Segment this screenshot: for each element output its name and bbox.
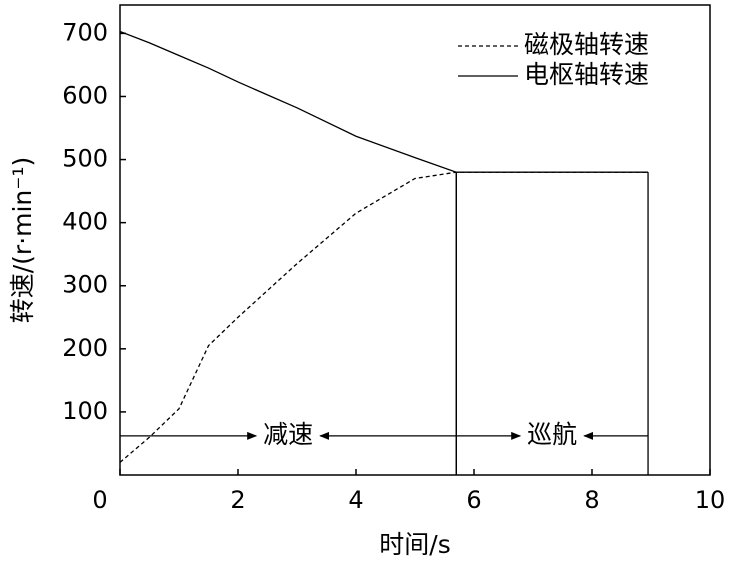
x-tick-label: 8	[584, 486, 599, 514]
x-tick-label: 2	[230, 486, 245, 514]
x-tick-label: 0	[92, 486, 107, 514]
y-tick-label: 500	[62, 145, 108, 173]
legend-label: 电枢轴转速	[524, 60, 649, 89]
phase-label: 巡航	[527, 420, 577, 449]
y-tick-label: 700	[62, 18, 108, 46]
legend-label: 磁极轴转速	[524, 30, 649, 59]
x-tick-label: 4	[348, 486, 363, 514]
series-line	[119, 30, 649, 173]
y-tick-label: 400	[62, 208, 108, 236]
x-axis-label: 时间/s	[379, 530, 450, 559]
plot-frame	[119, 4, 711, 476]
x-tick-label: 10	[695, 486, 726, 514]
phase-label: 减速	[263, 420, 313, 449]
x-tick-label: 6	[466, 486, 481, 514]
y-tick-label: 200	[62, 334, 108, 362]
y-tick-label: 100	[62, 397, 108, 425]
y-axis-label: 转速/(r·min⁻¹)	[8, 157, 37, 324]
y-tick-label: 300	[62, 271, 108, 299]
series-line	[119, 171, 649, 463]
y-tick-label: 600	[62, 81, 108, 109]
